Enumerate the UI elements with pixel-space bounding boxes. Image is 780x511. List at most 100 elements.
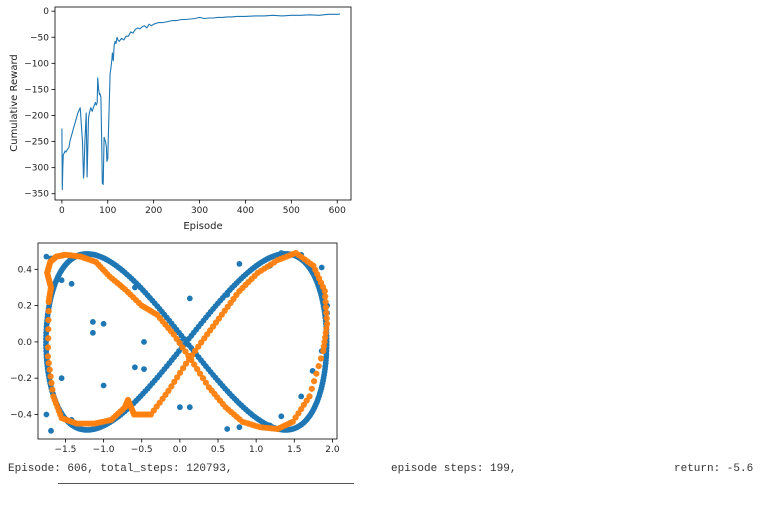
actual-point <box>48 379 55 387</box>
trajectory-chart-x-ticks: −1.5 −1.0 −0.5 0.0 0.5 1.0 1.5 2.0 <box>55 439 340 455</box>
actual-point <box>324 320 331 327</box>
actual-point <box>45 308 52 315</box>
actual-point <box>50 393 57 400</box>
actual-point <box>49 386 56 393</box>
x-tick-label: 1.5 <box>287 445 301 455</box>
x-tick-label: 2.0 <box>325 445 340 455</box>
actual-point <box>202 379 209 386</box>
actual-point <box>45 360 52 367</box>
x-tick-label: 0.0 <box>173 445 188 455</box>
x-tick-label: −1.0 <box>93 445 115 455</box>
x-tick-label: −1.5 <box>55 445 77 455</box>
reference-point <box>132 364 138 371</box>
actual-point <box>191 361 198 368</box>
reference-point <box>177 404 183 411</box>
actual-point <box>308 385 315 392</box>
y-tick-label: 0.2 <box>18 302 32 312</box>
reference-point <box>141 366 147 372</box>
reference-point <box>90 319 96 325</box>
actual-point <box>320 347 327 355</box>
log-episode-text: Episode: 606, total_steps: 120793, <box>8 463 233 475</box>
log-return-text: return: -5.6 <box>674 463 754 475</box>
actual-point <box>194 366 201 373</box>
reference-point <box>278 250 285 256</box>
trajectory-chart: −1.5 −1.0 −0.5 0.0 0.5 1.0 1.5 2.0 0.4 0.2 0.0 −0.… <box>10 242 340 455</box>
training-log-line: Episode: 606, total_steps: 120793, episo… <box>8 463 768 479</box>
output-plots: 0 100 200 300 400 500 600 0 −50 −100 −150 −200 −250… <box>9 6 352 455</box>
actual-trajectory-series <box>44 249 331 433</box>
actual-point <box>174 374 181 381</box>
reference-point <box>68 280 75 287</box>
y-tick-label: 0.4 <box>18 265 33 275</box>
y-tick-label: −350 <box>24 190 49 200</box>
log-steps-text: episode steps: 199, <box>391 463 517 475</box>
reward-series-line <box>61 13 341 191</box>
reference-point <box>90 329 96 336</box>
y-tick-label: −200 <box>24 111 49 121</box>
reference-point <box>236 261 243 267</box>
y-tick-label: −0.4 <box>10 411 32 421</box>
actual-point <box>322 293 329 300</box>
actual-point <box>168 383 175 390</box>
reference-point <box>43 411 50 418</box>
reference-point <box>48 427 54 434</box>
x-tick-label: 0.5 <box>211 445 225 455</box>
actual-point <box>195 343 202 350</box>
actual-point <box>189 352 196 359</box>
x-tick-label: 100 <box>99 206 116 216</box>
reference-point <box>132 284 138 291</box>
reference-point <box>318 264 325 271</box>
reference-point <box>186 404 193 411</box>
x-tick-label: 300 <box>191 206 208 216</box>
actual-point <box>311 378 318 385</box>
reference-point <box>186 295 193 302</box>
reward-chart-y-ticks: 0 −50 −100 −150 −200 −250 −300 −350 <box>24 7 55 200</box>
reward-chart: 0 100 200 300 400 500 600 0 −50 −100 −150 −200 −250… <box>9 6 352 232</box>
actual-point <box>45 335 52 342</box>
trajectory-chart-y-ticks: 0.4 0.2 0.0 −0.2 −0.4 <box>10 265 38 421</box>
reference-point <box>298 393 305 400</box>
actual-point <box>197 370 204 377</box>
y-tick-label: −100 <box>24 59 49 69</box>
actual-point <box>46 366 53 373</box>
reference-point <box>100 320 107 327</box>
reward-chart-x-label: Episode <box>183 221 222 232</box>
actual-point <box>45 317 52 324</box>
actual-point <box>180 365 187 372</box>
actual-point <box>323 315 330 322</box>
x-tick-label: 200 <box>145 206 162 216</box>
actual-point <box>44 344 52 351</box>
reward-chart-frame <box>54 6 352 201</box>
y-tick-label: −150 <box>24 85 49 95</box>
actual-point <box>171 378 178 385</box>
trajectory-chart-frame <box>37 242 338 440</box>
actual-point <box>317 355 325 362</box>
y-tick-label: 0.0 <box>18 338 33 348</box>
x-tick-label: 0 <box>59 206 65 216</box>
actual-point <box>177 369 184 376</box>
y-tick-label: −250 <box>24 138 49 148</box>
actual-point <box>313 370 320 377</box>
actual-point <box>182 360 190 367</box>
reference-point <box>278 413 285 420</box>
output-divider <box>58 483 354 484</box>
x-tick-label: 500 <box>283 206 300 216</box>
actual-point <box>322 298 329 306</box>
actual-point <box>47 373 54 380</box>
reference-point <box>58 375 65 382</box>
x-tick-label: 400 <box>237 206 254 216</box>
reference-point <box>236 424 243 431</box>
reference-point <box>224 291 231 298</box>
reference-point <box>141 339 147 345</box>
y-tick-label: −0.2 <box>10 374 32 384</box>
reward-chart-x-ticks: 0 100 200 300 400 500 600 <box>59 200 346 216</box>
reference-point <box>100 382 107 389</box>
actual-point <box>322 334 329 341</box>
x-tick-label: 1.0 <box>249 445 264 455</box>
reference-point <box>224 426 231 432</box>
actual-point <box>323 309 330 316</box>
actual-point <box>322 304 329 311</box>
y-tick-label: −50 <box>30 33 49 43</box>
reference-point <box>43 253 50 260</box>
actual-point <box>44 353 52 360</box>
